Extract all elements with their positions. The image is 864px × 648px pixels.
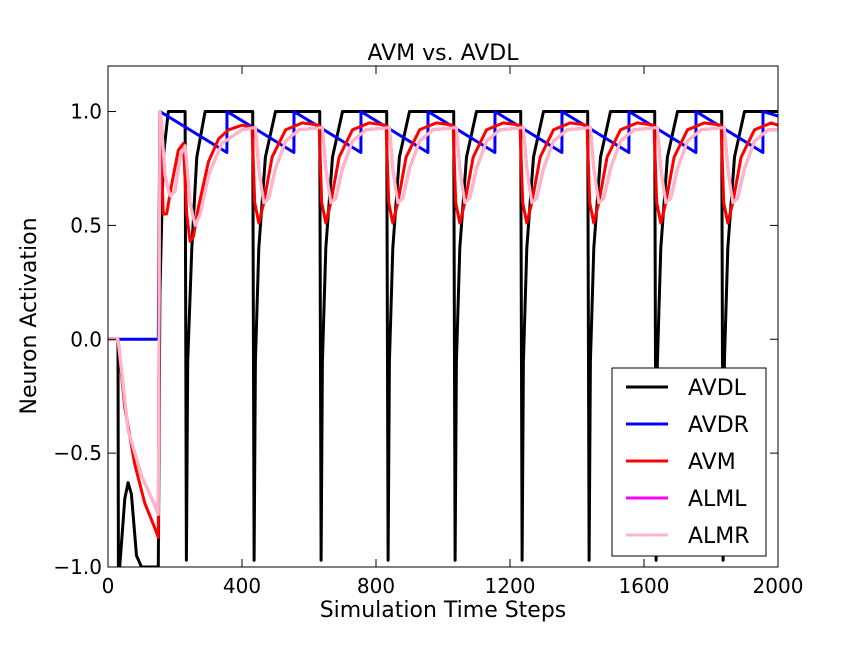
x-axis-label: Simulation Time Steps: [320, 598, 567, 623]
y-tick-label: 0.0: [70, 327, 102, 351]
x-tick-label: 2000: [753, 574, 804, 598]
x-tick-label: 400: [223, 574, 261, 598]
y-tick-label: 1.0: [70, 100, 102, 124]
x-tick-label: 800: [357, 574, 395, 598]
legend-label-alml: ALML: [688, 487, 747, 512]
y-tick-label: −1.0: [53, 555, 102, 579]
x-tick-label: 1200: [485, 574, 536, 598]
legend: AVDL AVDR AVM ALML ALMR: [611, 367, 767, 557]
x-tick-label: 1600: [619, 574, 670, 598]
legend-label-avdl: AVDL: [688, 376, 747, 401]
y-tick-label: 0.5: [70, 213, 102, 237]
chart-title: AVM vs. AVDL: [367, 41, 519, 66]
plot-frame: [107, 65, 779, 568]
x-tick-label: 0: [102, 574, 115, 598]
series-line-avdr: [108, 110, 778, 341]
series-line-avm: [108, 116, 778, 539]
series-line-almr: [108, 110, 778, 517]
y-tick-label: −0.5: [53, 441, 102, 465]
y-axis-ticks: −1.0 −0.5 0.0 0.5 1.0: [53, 100, 778, 579]
legend-label-almr: ALMR: [688, 524, 750, 549]
legend-label-avm: AVM: [688, 450, 736, 475]
legend-label-avdr: AVDR: [688, 413, 749, 438]
x-axis-ticks: 0 400 800 1200 1600 2000: [102, 66, 804, 598]
y-axis-label: Neuron Activation: [17, 217, 42, 414]
